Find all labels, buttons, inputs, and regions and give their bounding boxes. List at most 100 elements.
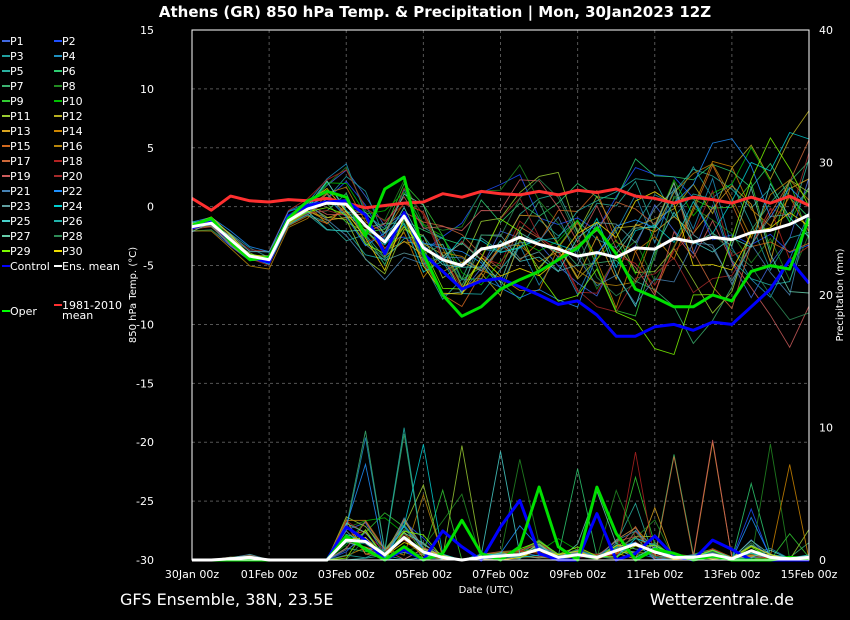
y-axis-ticks: 15 10 5 0 -5 -10 -15 -20 -25 -30 — [136, 24, 154, 567]
legend-label: P4 — [62, 50, 76, 63]
footer-source: Wetterzentrale.de — [650, 590, 794, 609]
y2-axis-ticks: 40 30 20 10 0 — [819, 24, 833, 567]
legend-label: P18 — [62, 155, 83, 168]
legend-item: P10 — [54, 95, 83, 108]
legend-label: Oper — [10, 305, 37, 318]
x-tick-label: 01Feb 00z — [241, 568, 298, 581]
x-tick-label: 07Feb 00z — [472, 568, 529, 581]
legend-item: P2 — [54, 35, 76, 48]
y-tick-label: 15 — [140, 24, 154, 37]
legend-label: P17 — [10, 155, 31, 168]
legend-label: P30 — [62, 245, 83, 258]
legend-item: P28 — [54, 230, 83, 243]
legend-label: P19 — [10, 170, 31, 183]
member-temp-line — [191, 163, 810, 298]
legend-label: Control — [10, 260, 50, 273]
legend-item: P4 — [54, 50, 76, 63]
y-tick-label: -30 — [136, 554, 154, 567]
legend-item: P1 — [2, 35, 24, 48]
y2-tick-label: 30 — [819, 157, 833, 170]
legend-item: P23 — [2, 200, 31, 213]
x-tick-label: 05Feb 00z — [395, 568, 452, 581]
legend-label: P8 — [62, 80, 76, 93]
legend-item: P9 — [2, 95, 24, 108]
legend-item: P17 — [2, 155, 31, 168]
x-tick-label: 03Feb 00z — [318, 568, 375, 581]
y-tick-label: -20 — [136, 436, 154, 449]
y-tick-label: -10 — [136, 318, 154, 331]
legend-item: P16 — [54, 140, 83, 153]
legend-label: P26 — [62, 215, 83, 228]
series-line — [191, 201, 810, 268]
legend-label: P22 — [62, 185, 83, 198]
legend-label: P1 — [10, 35, 24, 48]
legend-label: mean — [62, 309, 93, 322]
legend-item: P22 — [54, 185, 83, 198]
y-tick-label: 5 — [147, 142, 154, 155]
legend-item: Ens. mean — [54, 260, 120, 273]
legend-item: P11 — [2, 110, 31, 123]
legend-item: P26 — [54, 215, 83, 228]
legend-label: P27 — [10, 230, 31, 243]
x-tick-label: 15Feb 00z — [781, 568, 838, 581]
legend-label: P25 — [10, 215, 31, 228]
legend-label: P3 — [10, 50, 24, 63]
legend-label: P20 — [62, 170, 83, 183]
legend-label: P16 — [62, 140, 83, 153]
legend-item: Oper — [2, 305, 37, 318]
legend-label: P12 — [62, 110, 83, 123]
y-tick-label: -5 — [143, 260, 154, 273]
legend-label: P2 — [62, 35, 76, 48]
y2-tick-label: 40 — [819, 24, 833, 37]
legend-item: P14 — [54, 125, 83, 138]
legend-label: P13 — [10, 125, 31, 138]
legend-label: P5 — [10, 65, 24, 78]
legend-label: P6 — [62, 65, 76, 78]
y2-tick-label: 20 — [819, 289, 833, 302]
legend-item: P29 — [2, 245, 31, 258]
legend-label: P14 — [62, 125, 83, 138]
y-tick-label: 10 — [140, 83, 154, 96]
x-tick-label: 13Feb 00z — [704, 568, 761, 581]
legend-label: P9 — [10, 95, 24, 108]
legend-label: P15 — [10, 140, 31, 153]
footer-location: GFS Ensemble, 38N, 23.5E — [120, 590, 333, 609]
y-tick-label: -25 — [136, 495, 154, 508]
x-tick-label: 11Feb 00z — [626, 568, 683, 581]
y-tick-label: -15 — [136, 377, 154, 390]
legend-label: P10 — [62, 95, 83, 108]
legend-item: P18 — [54, 155, 83, 168]
legend-item: P15 — [2, 140, 31, 153]
legend-item: P20 — [54, 170, 83, 183]
legend-item: P13 — [2, 125, 31, 138]
legend-item: P3 — [2, 50, 24, 63]
legend-label: P29 — [10, 245, 31, 258]
legend-item: P25 — [2, 215, 31, 228]
y-tick-label: 0 — [147, 201, 154, 214]
legend-label: P11 — [10, 110, 31, 123]
legend-label: 1981-2010 — [62, 299, 122, 312]
y2-tick-label: 10 — [819, 422, 833, 435]
legend-item: P12 — [54, 110, 83, 123]
legend-item: Control — [2, 260, 50, 273]
legend-item: P21 — [2, 185, 31, 198]
member-temp-line — [191, 136, 810, 356]
plot-frame — [191, 29, 810, 561]
legend-label: Ens. mean — [62, 260, 120, 273]
y-axis-label: 850 hPa Temp. (°C) — [128, 247, 139, 343]
y2-tick-label: 0 — [819, 554, 826, 567]
x-tick-label: 30Jan 00z — [165, 568, 219, 581]
legend-item: P30 — [54, 245, 83, 258]
legend-item: P7 — [2, 80, 24, 93]
x-tick-label: 09Feb 00z — [549, 568, 606, 581]
legend-label: P7 — [10, 80, 24, 93]
legend-item: P5 — [2, 65, 24, 78]
x-axis-label: Date (UTC) — [459, 585, 514, 596]
x-axis-ticks: 30Jan 00z 01Feb 00z 03Feb 00z 05Feb 00z 07Fe… — [165, 568, 838, 581]
legend-label: P21 — [10, 185, 31, 198]
legend: P1 P2 P3 P4 P5 P6 P7 P8 P9 P10 P11 P12 P13 P14 P15 P16 P… — [2, 35, 122, 322]
legend-item: P24 — [54, 200, 83, 213]
